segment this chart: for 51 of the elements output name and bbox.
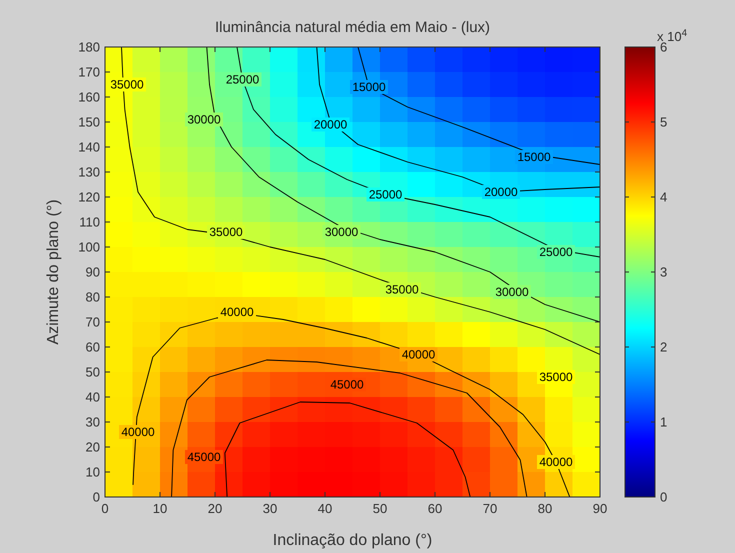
y-tick-label: 160 (78, 90, 100, 104)
annotation: 15000 (517, 150, 552, 164)
annotation: 45000 (187, 450, 222, 464)
annotation: 40000 (121, 425, 156, 439)
y-tick-label: 120 (78, 190, 100, 204)
y-tick-label: 70 (86, 314, 100, 330)
y-tick-label: 20 (86, 440, 100, 454)
x-axis-title: Inclinação do plano (°) (272, 532, 432, 549)
y-tick-label: 100 (78, 240, 100, 254)
y-tick-label: 110 (79, 214, 100, 230)
annotation: 30000 (495, 285, 530, 299)
y-tick-label: 140 (78, 140, 100, 154)
y-axis-title: Azimute do plano (°) (45, 199, 62, 345)
color-bar-label: 1 (660, 414, 668, 430)
x-tick-label: 80 (538, 501, 552, 516)
x-tick-label: 10 (152, 501, 168, 516)
y-tick-label: 0 (92, 490, 100, 504)
x-tick-label: 40 (318, 501, 332, 516)
annotation: 30000 (324, 225, 359, 239)
annotation: 35000 (385, 282, 420, 296)
y-tick-label: 50 (86, 364, 100, 380)
y-tick-label: 170 (78, 64, 100, 80)
x-tick-label: 60 (428, 501, 442, 516)
annotation: 45000 (330, 378, 364, 392)
annotation: 40000 (220, 305, 254, 319)
y-tick-label: 40 (86, 390, 100, 404)
y-tick-label: 90 (86, 264, 100, 280)
annotation: 30000 (187, 112, 222, 126)
color-bar-label: 3 (660, 264, 668, 280)
y-tick-label: 130 (78, 164, 100, 180)
annotation: 20000 (314, 118, 348, 132)
annotation: 35000 (110, 78, 144, 92)
color-bar-label: 2 (660, 340, 668, 354)
x-tick-label: 30 (262, 501, 278, 516)
annotation: 35000 (539, 370, 574, 384)
x-tick-label: 20 (208, 501, 222, 516)
chart-title: Iluminância natural média em Maio - (lux) (214, 19, 490, 36)
y-tick-label: 80 (86, 290, 100, 304)
y-tick-label: 180 (78, 40, 100, 54)
x-tick-label: 50 (372, 501, 388, 516)
x-tick-label: 90 (592, 501, 608, 516)
y-tick-label: 10 (86, 464, 100, 480)
color-bar-label: 5 (660, 114, 668, 130)
annotation: 25000 (539, 245, 574, 259)
annotation: 35000 (209, 225, 244, 239)
color-bar-label: 0 (660, 490, 668, 504)
color-bar-label: 4 (660, 190, 668, 204)
y-tick-label: 150 (78, 114, 100, 130)
x-tick-label: 70 (482, 501, 498, 516)
y-tick-label: 60 (86, 340, 100, 354)
y-tick-label: 30 (86, 414, 100, 430)
